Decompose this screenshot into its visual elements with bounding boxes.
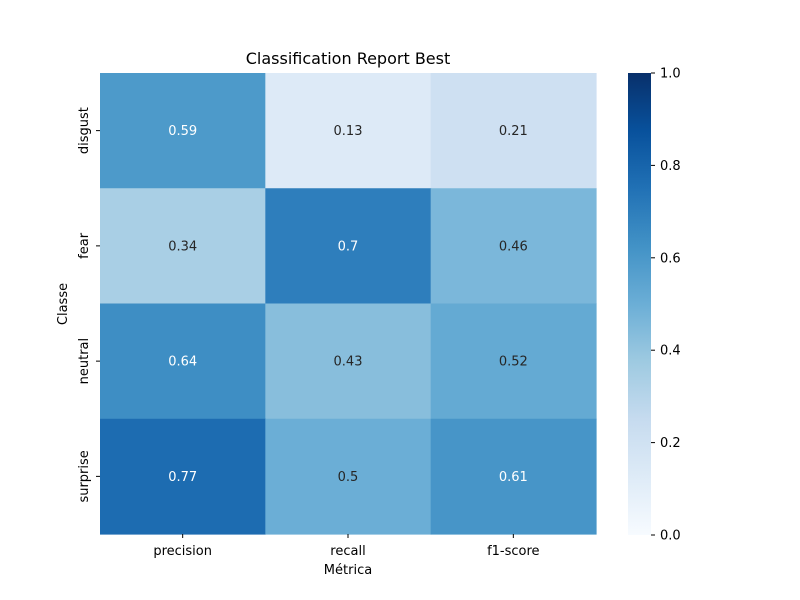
y-tick-label-disgust: disgust: [77, 107, 92, 154]
cell-annotation-disgust-f1-score: 0.21: [499, 124, 528, 139]
colorbar-tick-label: 1.0: [660, 67, 681, 82]
heatmap-cell-disgust-precision: [100, 73, 266, 189]
heatmap-cell-fear-precision: [100, 188, 266, 305]
colorbar-ticks: 0.0 0.2 0.4 0.6 0.8 1.0: [651, 67, 681, 544]
y-axis-ticks: disgust fear neutral surprise: [77, 107, 100, 503]
x-axis-label: Métrica: [324, 563, 372, 578]
heatmap-cell-disgust-recall: [265, 73, 432, 189]
heatmap-cell-surprise-precision: [100, 418, 266, 535]
cell-annotation-surprise-precision: 0.77: [168, 470, 197, 485]
heatmap-cell-neutral-f1-score: [430, 303, 597, 420]
x-axis-ticks: precision recall f1-score: [153, 534, 540, 559]
cell-annotation-fear-f1-score: 0.46: [499, 239, 528, 254]
y-tick-label-fear: fear: [77, 232, 92, 259]
heatmap-cell-neutral-recall: [265, 303, 432, 420]
colorbar-tick-label: 0.4: [660, 344, 681, 359]
x-tick-label-recall: recall: [330, 544, 365, 559]
y-tick-label-surprise: surprise: [77, 450, 92, 502]
colorbar-tick-label: 0.8: [660, 159, 681, 174]
cell-annotation-neutral-precision: 0.64: [168, 355, 197, 370]
y-tick-label-neutral: neutral: [77, 338, 92, 385]
heatmap-cell-neutral-precision: [100, 303, 266, 420]
heatmap-cell-disgust-f1-score: [430, 73, 597, 189]
heatmap-cell-surprise-f1-score: [430, 418, 597, 535]
cell-annotation-fear-precision: 0.34: [168, 239, 197, 254]
chart-title: Classification Report Best: [246, 49, 451, 68]
cell-annotation-disgust-precision: 0.59: [168, 124, 197, 139]
heatmap-cell-fear-recall: [265, 188, 432, 305]
y-axis-label: Classe: [56, 283, 71, 325]
cell-annotation-neutral-f1-score: 0.52: [499, 355, 528, 370]
heatmap-cell-surprise-recall: [265, 418, 432, 535]
cell-annotation-neutral-recall: 0.43: [334, 355, 363, 370]
heatmap-cells: [100, 73, 597, 535]
colorbar-tick-label: 0.0: [660, 529, 681, 544]
colorbar-tick-label: 0.2: [660, 436, 681, 451]
cell-annotation-surprise-recall: 0.5: [338, 470, 359, 485]
colorbar: [628, 73, 651, 535]
x-tick-label-precision: precision: [153, 544, 212, 559]
cell-annotations: 0.59 0.13 0.21 0.34 0.7 0.46 0.64 0.43 0.52 0.77 0…: [168, 124, 528, 485]
heatmap-cell-fear-f1-score: [430, 188, 597, 305]
cell-annotation-disgust-recall: 0.13: [334, 124, 363, 139]
cell-annotation-surprise-f1-score: 0.61: [499, 470, 528, 485]
colorbar-tick-label: 0.6: [660, 251, 681, 266]
cell-annotation-fear-recall: 0.7: [338, 239, 359, 254]
x-tick-label-f1-score: f1-score: [487, 544, 539, 559]
